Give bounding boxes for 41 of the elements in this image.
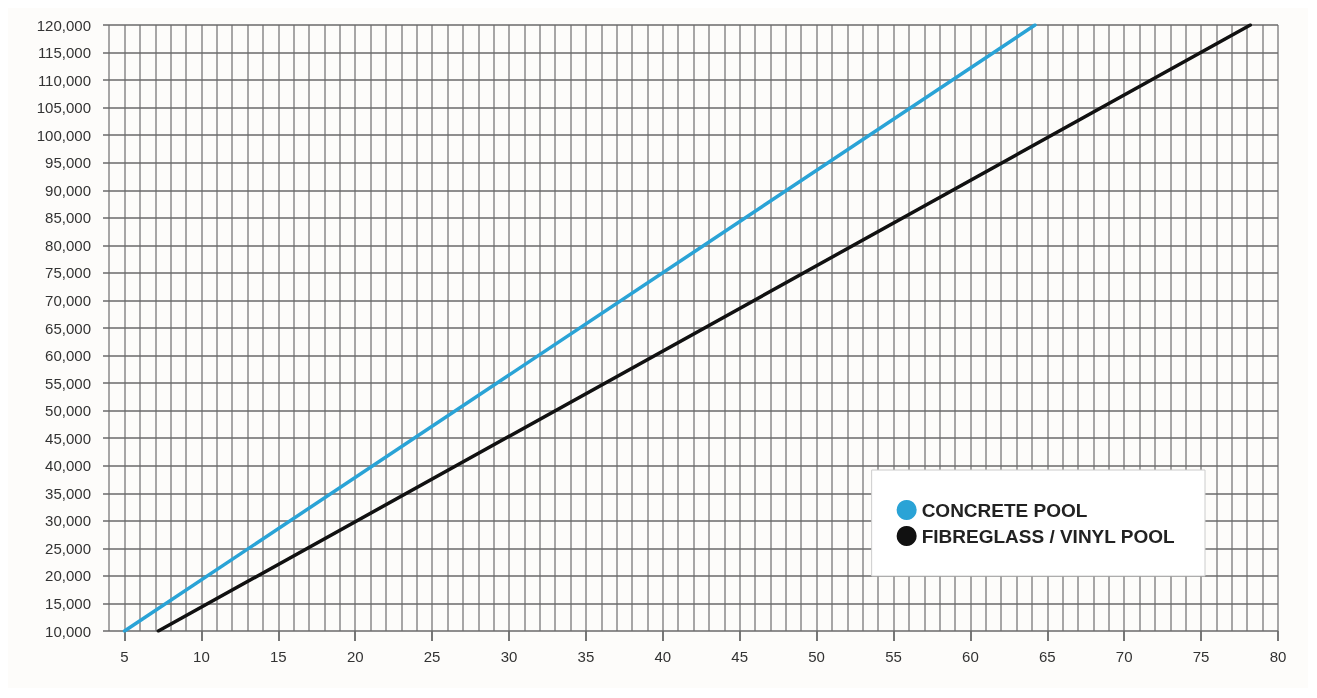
x-tick-label: 5: [120, 648, 129, 665]
y-tick-label: 25,000: [45, 539, 91, 557]
x-tick-label: 15: [269, 648, 287, 665]
y-tick-label: 40,000: [45, 457, 91, 475]
y-tick-label: 70,000: [45, 291, 91, 309]
y-tick-label: 115,000: [37, 44, 91, 62]
y-tick-label: 85,000: [45, 209, 91, 227]
y-tick-label: 100,000: [36, 126, 91, 144]
y-tick-label: 20,000: [45, 567, 91, 585]
x-tick-label: 45: [731, 648, 749, 665]
y-tick-label: 45,000: [45, 429, 91, 447]
y-tick-label: 95,000: [45, 154, 91, 172]
y-tick-label: 120,000: [36, 16, 91, 34]
x-tick-label: 20: [346, 648, 364, 665]
y-tick-label: 105,000: [36, 99, 91, 117]
legend-label: FIBREGLASS / VINYL POOL: [921, 525, 1176, 547]
y-tick-label: 110,000: [37, 71, 91, 89]
y-tick-label: 10,000: [45, 622, 91, 640]
y-tick-label: 35,000: [45, 484, 91, 502]
x-tick-label: 80: [1269, 648, 1287, 665]
x-tick-label: 35: [577, 648, 595, 665]
legend-label: CONCRETE POOL: [921, 499, 1088, 521]
x-tick-label: 75: [1192, 648, 1210, 665]
y-tick-label: 75,000: [45, 264, 91, 282]
y-tick-label: 30,000: [45, 512, 91, 530]
x-tick-label: 40: [654, 648, 672, 665]
x-tick-label: 60: [962, 648, 979, 665]
x-tick-label: 10: [193, 648, 210, 665]
y-tick-label: 90,000: [45, 181, 91, 199]
y-tick-label: 15,000: [45, 594, 91, 612]
y-tick-label: 50,000: [45, 402, 91, 420]
x-tick-label: 55: [885, 648, 902, 665]
x-tick-label: 65: [1038, 648, 1056, 665]
y-tick-label: 60,000: [45, 347, 91, 365]
y-tick-label: 55,000: [45, 374, 91, 392]
y-tick-label: 65,000: [45, 319, 91, 337]
x-tick-label: 70: [1115, 648, 1133, 665]
x-tick-label: 30: [500, 648, 518, 665]
x-tick-label: 50: [808, 648, 825, 665]
x-tick-label: 25: [423, 648, 441, 665]
y-tick-label: 80,000: [45, 236, 91, 254]
